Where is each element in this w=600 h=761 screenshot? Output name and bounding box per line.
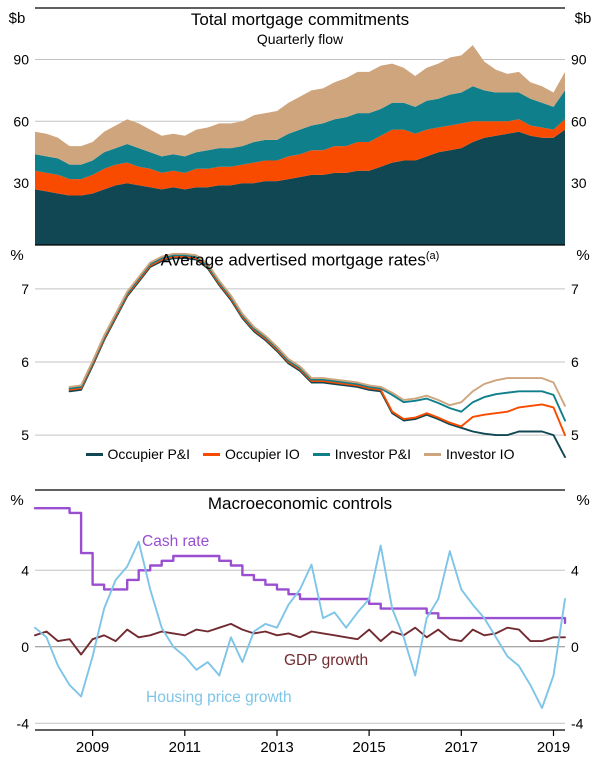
y-tick-label-left: 0 bbox=[21, 639, 29, 655]
y-tick-label-left: 4 bbox=[21, 562, 29, 578]
line-occupier-io bbox=[68, 255, 566, 437]
line-investor-io bbox=[68, 252, 566, 407]
y-tick-label-right: 6 bbox=[571, 354, 579, 370]
x-tick-label: 2013 bbox=[260, 739, 293, 756]
line-housing-price-growth bbox=[34, 540, 566, 709]
y-tick-label-right: 5 bbox=[571, 427, 579, 443]
line-gdp-growth bbox=[34, 622, 566, 656]
y-axis-unit-right: % bbox=[576, 247, 589, 264]
y-tick-label-left: -4 bbox=[17, 715, 30, 731]
legend-item-occupier-io: Occupier IO bbox=[203, 446, 300, 462]
panel1-subtitle: Quarterly flow bbox=[256, 31, 344, 47]
y-tick-label-right: 30 bbox=[571, 175, 587, 191]
y-tick-label-left: 60 bbox=[13, 113, 29, 129]
x-tick-label: 2015 bbox=[352, 739, 385, 756]
y-tick-label-right: -4 bbox=[571, 715, 584, 731]
legend-label-investor-io: Investor IO bbox=[445, 446, 515, 462]
legend-swatch-investor-pi bbox=[312, 452, 330, 456]
y-tick-label-right: 4 bbox=[571, 562, 579, 578]
x-tick-label: 2019 bbox=[537, 739, 570, 756]
x-tick-label: 2017 bbox=[445, 739, 478, 756]
y-tick-label-right: 0 bbox=[571, 639, 579, 655]
legend-label-occupier-io: Occupier IO bbox=[225, 446, 300, 462]
footnote-marker: (a) bbox=[425, 250, 440, 262]
y-axis-unit-right: % bbox=[576, 492, 589, 509]
legend-item-investor-pi: Investor P&I bbox=[312, 446, 411, 462]
y-axis-unit-left: % bbox=[10, 247, 23, 264]
panel1-title: Total mortgage commitments bbox=[190, 10, 410, 29]
panel2-title: Average advertised mortgage rates(a) bbox=[35, 250, 565, 270]
line-occupier-p-i bbox=[68, 257, 566, 459]
cash-rate-annotation: Cash rate bbox=[142, 533, 210, 550]
y-axis-unit-right: $b bbox=[575, 10, 592, 27]
y-axis-unit-left: % bbox=[10, 492, 23, 509]
legend-item-occupier-pi: Occupier P&I bbox=[85, 446, 191, 462]
y-tick-label-right: 7 bbox=[571, 281, 579, 297]
y-axis-unit-left: $b bbox=[9, 10, 26, 27]
y-tick-label-left: 7 bbox=[21, 281, 29, 297]
legend-label-occupier-pi: Occupier P&I bbox=[107, 446, 191, 462]
rates-legend: Occupier P&I Occupier IO Investor P&I In… bbox=[35, 446, 565, 462]
y-tick-label-left: 6 bbox=[21, 354, 29, 370]
gdp-growth-annotation: GDP growth bbox=[284, 652, 369, 669]
area-investor-io bbox=[35, 45, 565, 165]
area-occupier-io bbox=[35, 119, 565, 196]
legend-label-investor-pi: Investor P&I bbox=[334, 446, 411, 462]
x-tick-label: 2009 bbox=[76, 739, 109, 756]
area-occupier-p-i bbox=[35, 129, 565, 245]
x-tick-label: 2011 bbox=[169, 739, 201, 756]
housing-price-growth-annotation: Housing price growth bbox=[146, 689, 292, 706]
y-tick-label-left: 5 bbox=[21, 427, 29, 443]
y-tick-label-left: 90 bbox=[13, 52, 29, 68]
legend-swatch-investor-io bbox=[423, 452, 441, 456]
line-cash-rate bbox=[33, 507, 567, 625]
y-tick-label-right: 60 bbox=[571, 113, 587, 129]
panel3-title: Macroeconomic controls bbox=[207, 494, 393, 513]
line-investor-p-i bbox=[68, 254, 566, 422]
legend-swatch-occupier-pi bbox=[85, 452, 103, 456]
legend-swatch-occupier-io bbox=[203, 452, 221, 456]
panel2-title-text: Average advertised mortgage rates bbox=[160, 250, 426, 270]
y-tick-label-right: 90 bbox=[571, 52, 587, 68]
y-tick-label-left: 30 bbox=[13, 175, 29, 191]
area-investor-p-i bbox=[35, 86, 565, 180]
legend-item-investor-io: Investor IO bbox=[423, 446, 515, 462]
